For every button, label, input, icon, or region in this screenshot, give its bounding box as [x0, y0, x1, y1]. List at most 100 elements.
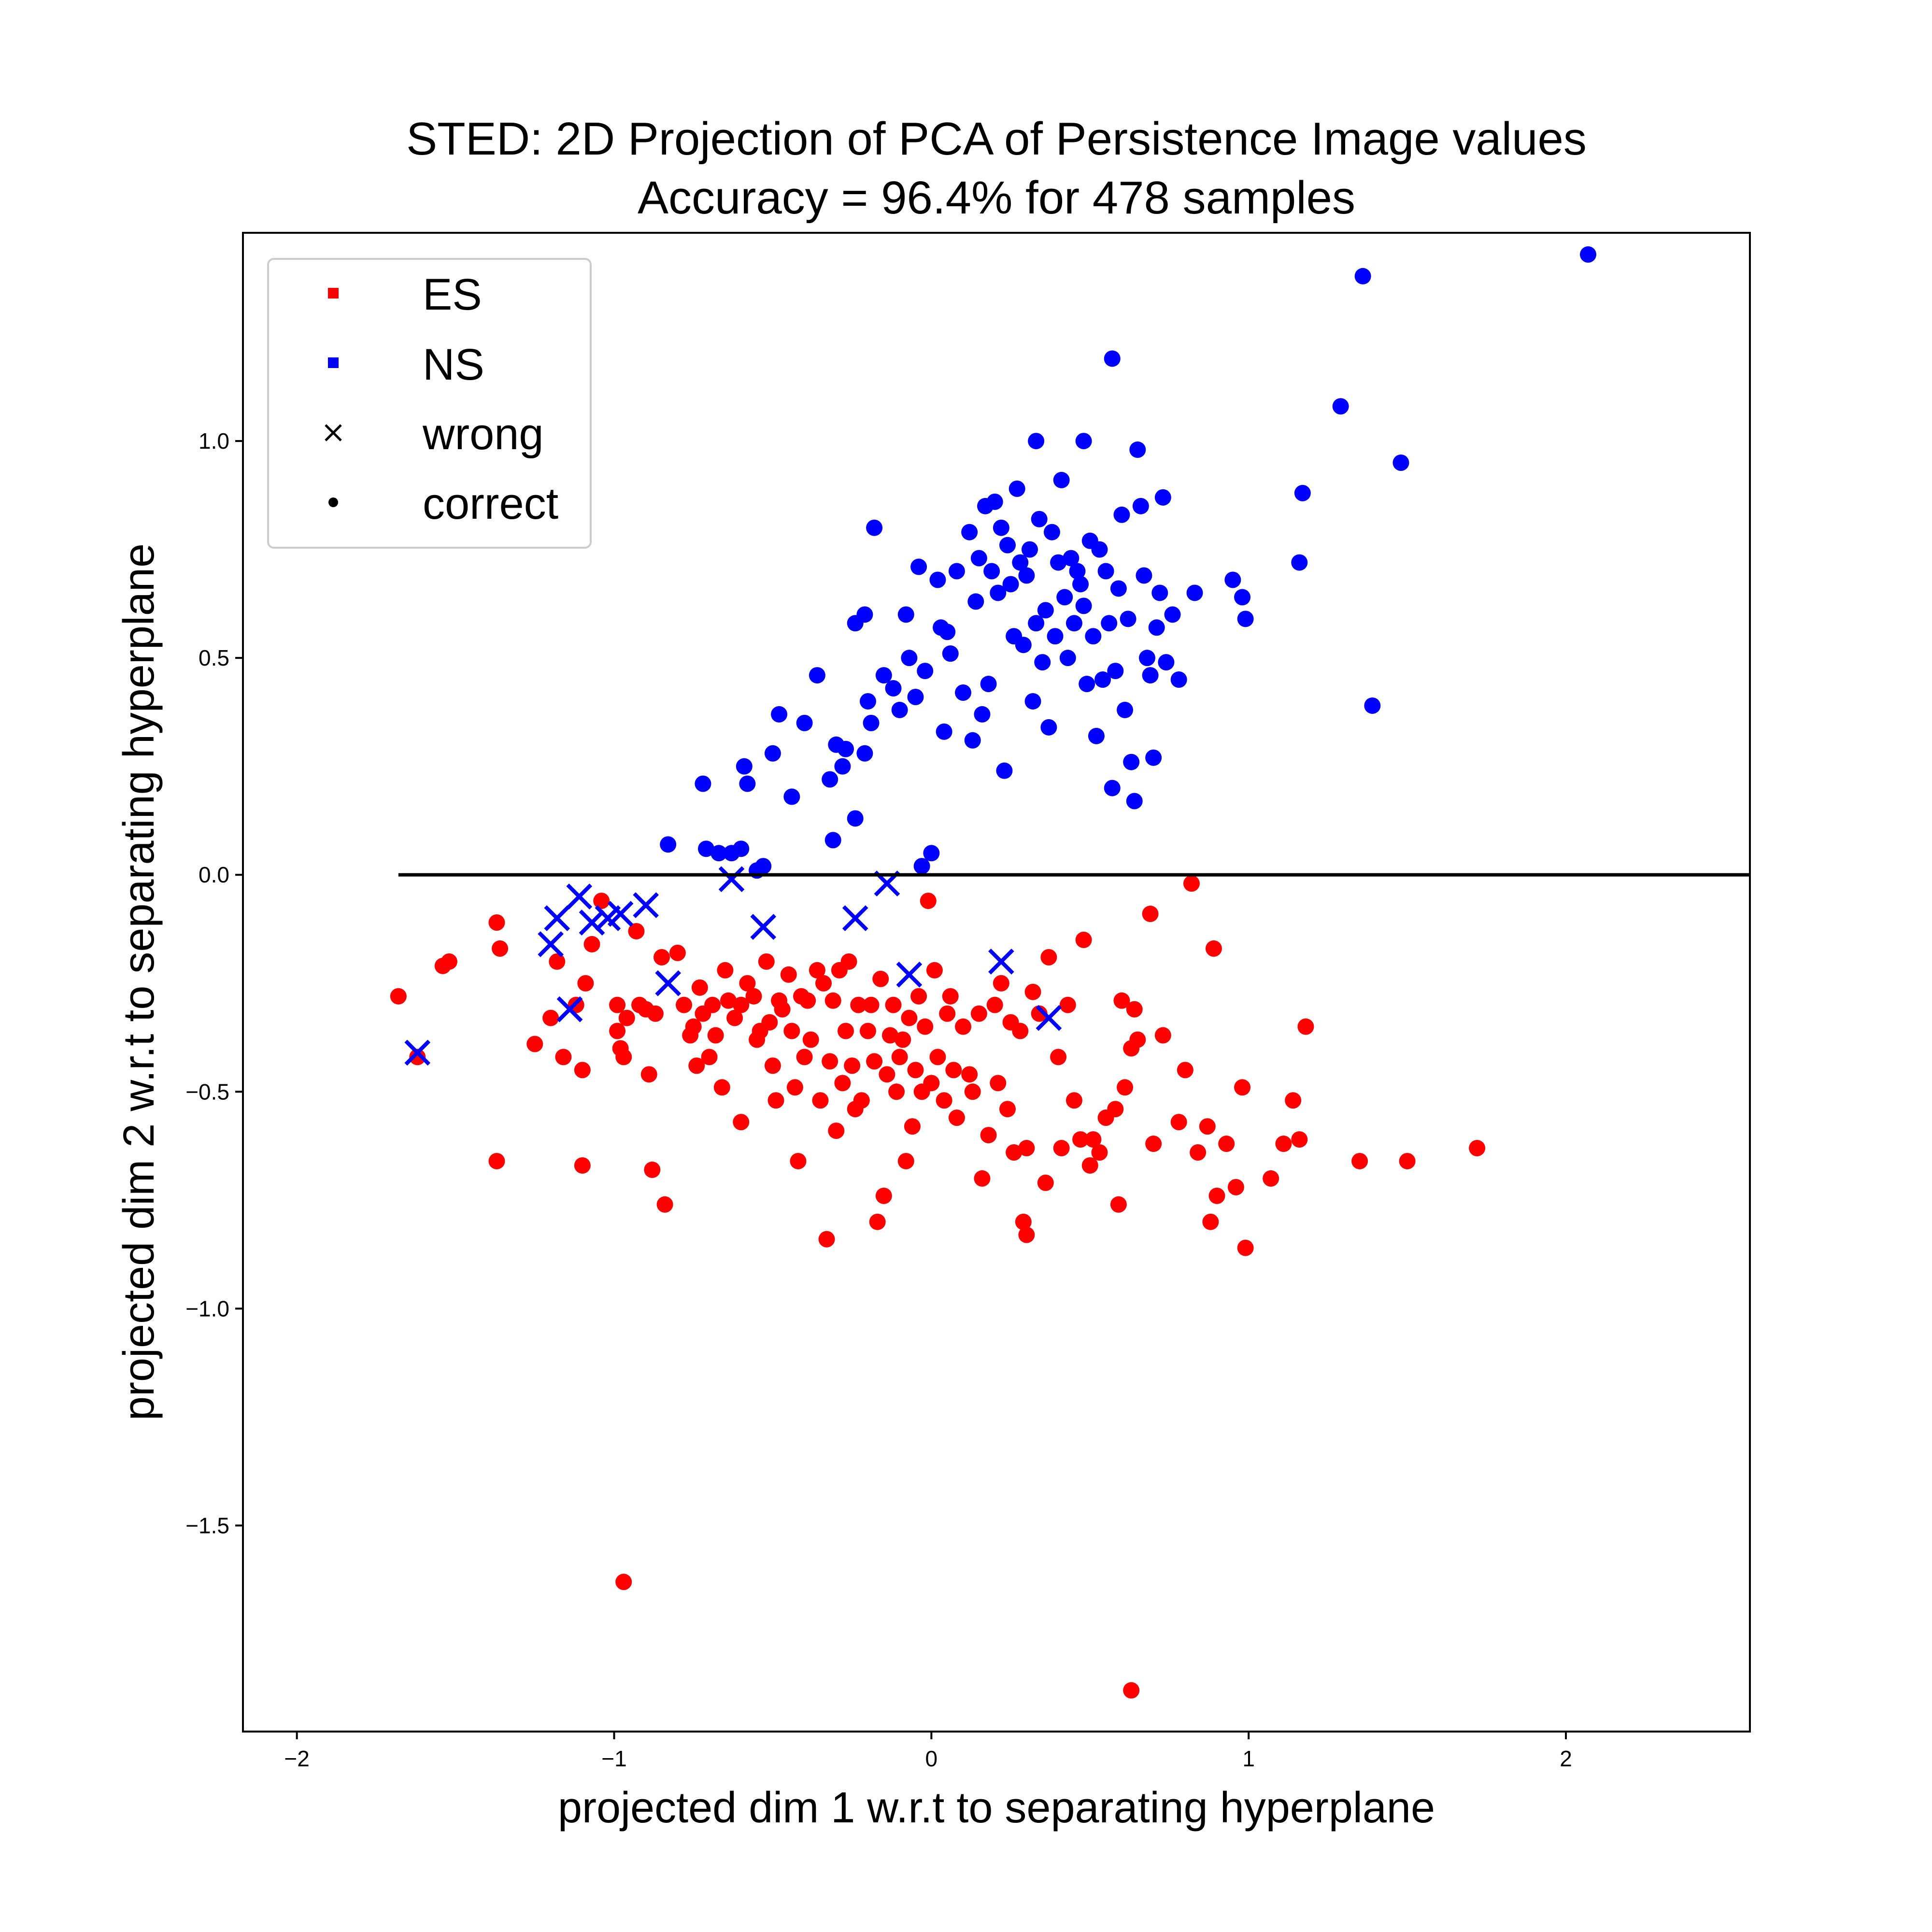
- es-point: [618, 1009, 635, 1026]
- es-point: [1351, 1152, 1368, 1169]
- ns-point: [660, 836, 677, 853]
- legend-ns-marker: [328, 357, 339, 368]
- ns-point: [1117, 701, 1134, 718]
- wrong-point: [842, 905, 868, 931]
- ns-point: [1063, 550, 1080, 567]
- es-point: [653, 949, 670, 966]
- wrong-point: [633, 892, 659, 918]
- ns-point: [942, 645, 959, 662]
- y-axis-ticks: 1.0 0.5 0.0 −0.5 −1.0 −1.5: [185, 428, 243, 1538]
- ns-point: [974, 706, 991, 723]
- es-point: [764, 1057, 781, 1074]
- es-point: [1018, 1226, 1035, 1243]
- es-point: [926, 962, 943, 979]
- ns-point: [929, 571, 946, 588]
- ns-point: [980, 676, 997, 693]
- ns-point: [970, 550, 987, 567]
- es-point: [644, 1161, 661, 1178]
- wrong-point-stroke-b: [544, 905, 570, 931]
- es-point: [888, 1083, 905, 1100]
- ns-point: [955, 684, 972, 701]
- ns-point: [1170, 671, 1187, 688]
- ns-point: [1291, 554, 1308, 571]
- es-point: [1126, 1001, 1143, 1018]
- es-point: [1117, 1079, 1134, 1096]
- es-point: [920, 893, 937, 909]
- wrong-point-stroke-b: [842, 905, 868, 931]
- legend-wrong-x: [325, 424, 342, 441]
- es-point: [1218, 1136, 1235, 1152]
- legend-box: [267, 258, 592, 549]
- es-point: [815, 975, 832, 992]
- wrong-point: [566, 883, 593, 909]
- ns-point: [891, 701, 908, 718]
- es-point: [774, 1001, 791, 1018]
- y-tick-label: −1.0: [185, 1296, 229, 1321]
- es-point: [688, 1057, 705, 1074]
- ns-point: [1186, 584, 1203, 601]
- ns-point: [996, 762, 1013, 779]
- es-point: [834, 1075, 851, 1092]
- ns-point: [1354, 268, 1371, 284]
- es-point: [853, 1092, 870, 1109]
- ns-point: [695, 775, 711, 792]
- chart-title: STED: 2D Projection of PCA of Persistenc…: [406, 113, 1587, 165]
- es-point: [964, 1083, 981, 1100]
- es-point: [767, 1092, 784, 1109]
- ns-point: [1142, 667, 1159, 684]
- es-point: [1065, 1092, 1082, 1109]
- es-point: [1234, 1079, 1251, 1096]
- ns-point: [1107, 663, 1124, 680]
- ns-point: [739, 775, 756, 792]
- ns-point: [1021, 541, 1038, 558]
- ns-point: [936, 723, 952, 740]
- ns-point: [809, 667, 825, 684]
- es-point: [1142, 906, 1159, 923]
- es-point: [1199, 1118, 1216, 1135]
- es-point: [577, 975, 594, 992]
- wrong-point: [544, 905, 570, 931]
- es-point: [824, 992, 841, 1009]
- es-point: [1075, 931, 1092, 948]
- es-point: [1190, 1144, 1207, 1161]
- es-point: [881, 1027, 898, 1044]
- ns-point: [1136, 567, 1152, 584]
- legend-ns-label: NS: [423, 340, 484, 389]
- legend-correct-marker: [328, 497, 338, 507]
- y-tick-label: 0.5: [199, 645, 229, 670]
- es-point: [609, 1023, 626, 1039]
- ns-point: [1050, 554, 1067, 571]
- es-point: [955, 1018, 972, 1035]
- es-point: [844, 1057, 861, 1074]
- ns-point: [1148, 619, 1165, 636]
- es-point: [1053, 1140, 1070, 1157]
- ns-point: [697, 840, 714, 857]
- es-point: [1024, 983, 1041, 1000]
- legend-es-marker: [328, 288, 339, 298]
- plot-frame: [242, 232, 1751, 1733]
- es-point: [745, 988, 762, 1005]
- es-point: [526, 1036, 543, 1052]
- es-point: [488, 1152, 505, 1169]
- ns-point: [847, 810, 864, 827]
- es-point: [669, 944, 686, 961]
- ns-point: [1158, 654, 1175, 671]
- wrong-point-stroke-b: [718, 866, 745, 893]
- x-tick-label: 0: [925, 1746, 938, 1771]
- y-tick-label: −1.5: [185, 1513, 229, 1538]
- es-point: [859, 1023, 876, 1039]
- es-point: [1202, 1213, 1219, 1230]
- ns-point: [1012, 554, 1029, 571]
- es-point: [828, 1122, 845, 1139]
- ns-point: [822, 771, 838, 788]
- es-point: [897, 1152, 914, 1169]
- ns-point: [1053, 471, 1070, 488]
- ns-point: [1154, 489, 1171, 506]
- ns-point: [1037, 602, 1054, 619]
- es-point: [907, 1062, 924, 1079]
- x-tick-label: −1: [601, 1746, 626, 1771]
- es-point: [1275, 1136, 1292, 1152]
- ns-point: [917, 663, 934, 680]
- es-point: [840, 953, 857, 970]
